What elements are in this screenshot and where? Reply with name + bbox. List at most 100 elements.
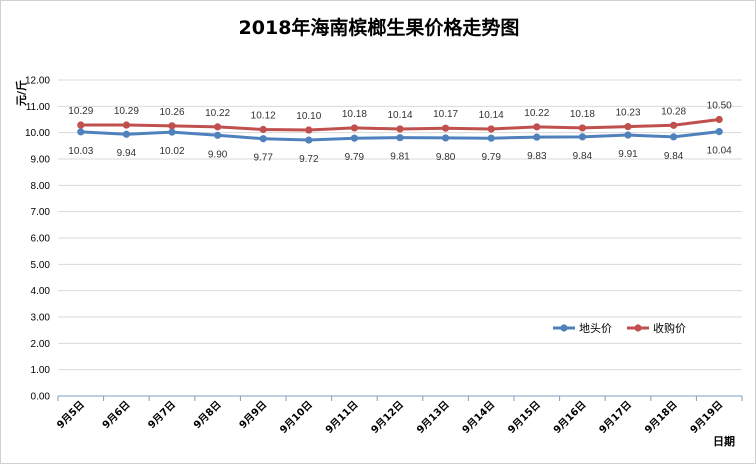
x-tick-label: 9月6日 <box>100 399 132 431</box>
x-tick-label: 9月15日 <box>506 399 543 436</box>
y-tick-label: 8.00 <box>31 181 51 192</box>
data-point <box>624 131 632 139</box>
data-point <box>305 126 313 134</box>
x-tick-label: 9月16日 <box>551 399 588 436</box>
y-tick-label: 7.00 <box>31 207 51 218</box>
data-label: 10.50 <box>707 101 732 112</box>
data-label: 9.90 <box>208 149 228 160</box>
data-label: 9.81 <box>390 152 410 163</box>
data-label: 10.23 <box>615 108 640 119</box>
x-axis-label: 日期 <box>713 434 735 448</box>
data-point <box>533 133 541 141</box>
legend-marker <box>560 324 568 332</box>
x-tick-label: 9月9日 <box>237 399 269 431</box>
data-label: 10.14 <box>387 110 412 121</box>
chart-title: 2018年海南槟榔生果价格走势图 <box>239 16 520 39</box>
data-label: 10.18 <box>342 109 367 120</box>
data-point <box>715 115 723 124</box>
legend-label: 地头价 <box>579 322 612 335</box>
x-tick-label: 9月11日 <box>323 399 360 436</box>
data-point <box>578 124 587 132</box>
data-label: 10.14 <box>479 110 504 121</box>
data-point <box>533 123 541 131</box>
data-label: 10.22 <box>205 108 230 119</box>
data-label: 10.22 <box>524 108 549 119</box>
y-tick-labels: 0.00 1.00 2.00 3.00 4.00 5.00 6.00 7.00 8.00 9.00… <box>25 76 50 403</box>
data-point <box>487 125 495 133</box>
y-tick-label: 4.00 <box>31 286 51 297</box>
x-tick-labels: 9月5日 9月6日 9月7日 9月8日 9月9日 9月10日 9月11日 9月12日 9月13日… <box>54 399 725 436</box>
x-tick-label: 9月12日 <box>369 399 406 436</box>
data-label: 9.79 <box>345 152 365 163</box>
data-label: 10.03 <box>68 146 93 157</box>
y-tick-label: 12.00 <box>25 76 50 87</box>
data-label: 10.26 <box>159 107 184 118</box>
y-tick-label: 6.00 <box>31 234 51 245</box>
data-point <box>77 121 85 129</box>
y-tick-label: 2.00 <box>31 339 51 350</box>
data-label: 10.18 <box>570 109 595 120</box>
x-tick-label: 9月8日 <box>191 399 223 431</box>
y-tick-label: 0.00 <box>31 392 51 403</box>
data-point <box>487 134 495 142</box>
data-label: 10.04 <box>707 146 732 157</box>
data-label: 9.80 <box>436 152 456 163</box>
x-tick-label: 9月13日 <box>414 399 451 436</box>
data-label: 9.91 <box>618 149 638 160</box>
data-point <box>168 128 176 136</box>
data-label: 9.77 <box>253 153 273 164</box>
x-tick-label: 9月18日 <box>642 399 679 436</box>
x-tick-label: 9月17日 <box>597 399 634 436</box>
x-tick-label: 9月7日 <box>146 399 178 431</box>
data-point <box>168 122 176 130</box>
data-label: 9.84 <box>664 151 684 162</box>
y-tick-label: 3.00 <box>31 313 51 324</box>
data-point <box>396 134 404 142</box>
legend-marker <box>634 324 642 332</box>
data-point <box>442 134 450 142</box>
data-point <box>259 125 267 134</box>
x-tick-label: 9月10日 <box>278 399 315 436</box>
data-point <box>624 123 632 131</box>
data-label: 9.94 <box>117 148 137 159</box>
y-tick-label: 10.00 <box>25 128 50 139</box>
data-point <box>122 130 130 138</box>
data-point <box>214 131 222 139</box>
data-point <box>350 124 358 132</box>
y-axis-label: 元/斤 <box>14 80 28 106</box>
x-tick-label: 9月14日 <box>460 399 497 436</box>
series-layer: 10.03 9.94 10.02 9.90 9.77 9.72 9.79 9.81 9.80 9.… <box>68 101 732 166</box>
data-point <box>77 128 85 136</box>
legend-label: 收购价 <box>653 321 686 335</box>
x-tick-label: 9月5日 <box>54 399 86 431</box>
data-point <box>715 128 723 136</box>
data-point <box>214 123 222 131</box>
data-point <box>350 134 358 142</box>
y-tick-label: 9.00 <box>31 155 51 166</box>
data-label: 10.02 <box>159 146 184 157</box>
data-point <box>670 133 678 141</box>
data-label: 9.84 <box>573 151 593 162</box>
data-label: 10.29 <box>68 106 93 117</box>
data-point <box>578 133 587 141</box>
y-tick-label: 11.00 <box>26 102 51 113</box>
data-point <box>122 121 130 129</box>
data-point <box>442 124 450 132</box>
y-tick-label: 1.00 <box>31 365 51 376</box>
x-tick-label: 9月19日 <box>688 399 725 436</box>
data-point <box>305 136 313 144</box>
data-label: 9.72 <box>299 154 319 165</box>
data-label: 10.17 <box>433 109 458 120</box>
data-label: 9.79 <box>481 152 501 163</box>
data-point <box>396 125 404 133</box>
data-label: 10.12 <box>251 111 276 122</box>
data-label: 10.29 <box>114 106 139 117</box>
data-point <box>670 121 678 129</box>
data-label: 10.10 <box>296 111 321 122</box>
data-label: 10.28 <box>661 106 686 117</box>
y-tick-label: 5.00 <box>31 260 51 271</box>
data-label: 9.83 <box>527 151 547 162</box>
legend: 地头价 收购价 <box>553 321 686 335</box>
